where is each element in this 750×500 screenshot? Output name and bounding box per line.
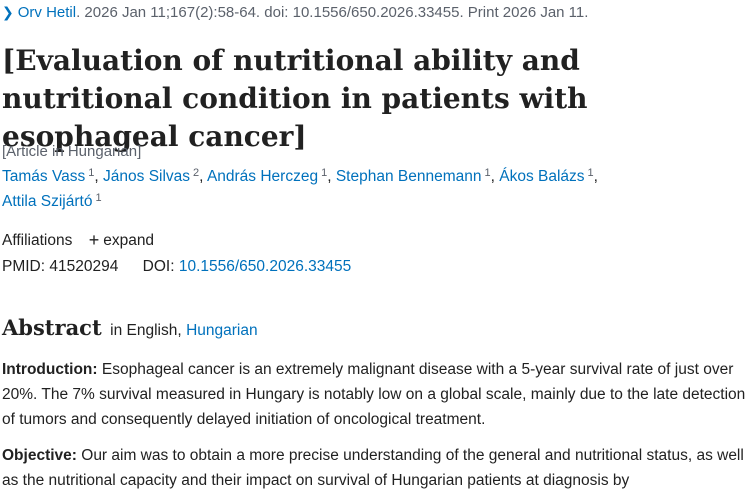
author-list: Tamás Vass 1, János Silvas 2, András Hercz…	[2, 167, 598, 211]
citation-details: . 2026 Jan 11;167(2):58-64. doi: 10.1556…	[76, 4, 589, 21]
author-link[interactable]: Ákos Balázs	[499, 168, 585, 185]
abstract-language-prefix: in English,	[110, 322, 182, 339]
affiliation-ref[interactable]: 2	[193, 167, 200, 179]
pmid-value: 41520294	[49, 258, 119, 275]
plus-icon: +	[88, 230, 100, 250]
abstract-objective: Objective: Our aim was to obtain a more …	[2, 443, 746, 493]
language-note: [Article in Hungarian]	[2, 143, 142, 160]
objective-label: Objective:	[2, 447, 77, 464]
abstract-introduction: Introduction: Esophageal cancer is an ex…	[2, 357, 746, 432]
expand-label: expand	[103, 232, 155, 249]
affiliation-ref[interactable]: 1	[484, 167, 491, 179]
affiliation-ref[interactable]: 1	[88, 167, 95, 179]
journal-link[interactable]: Orv Hetil	[17, 4, 77, 21]
objective-text: Our aim was to obtain a more precise und…	[2, 447, 744, 489]
author-link[interactable]: Attila Szijártó	[2, 193, 93, 210]
author-link[interactable]: János Silvas	[103, 168, 191, 185]
doi-label: DOI:	[142, 258, 175, 275]
introduction-label: Introduction:	[2, 361, 98, 378]
author-link[interactable]: Stephan Bennemann	[335, 168, 482, 185]
abstract-heading-row: Abstract in English, Hungarian	[2, 315, 258, 340]
abstract-heading: Abstract	[2, 315, 102, 340]
doi-link[interactable]: 10.1556/650.2026.33455	[178, 258, 352, 275]
pmid-label: PMID:	[2, 258, 46, 275]
introduction-text: Esophageal cancer is an extremely malign…	[2, 361, 746, 428]
chevron-right-icon[interactable]: ❯	[2, 4, 14, 20]
affiliations-expand-button[interactable]: + expand	[88, 230, 155, 250]
identifiers-row: PMID: 41520294 DOI: 10.1556/650.2026.334…	[2, 258, 351, 276]
affiliation-ref[interactable]: 1	[321, 167, 328, 179]
affiliation-ref[interactable]: 1	[587, 167, 594, 179]
citation-line: ❯ Orv Hetil. 2026 Jan 11;167(2):58-64. do…	[2, 4, 588, 21]
author-link[interactable]: Tamás Vass	[2, 168, 86, 185]
affiliations-row: Affiliations + expand	[2, 229, 154, 250]
affiliations-label: Affiliations	[2, 232, 73, 249]
abstract-hungarian-link[interactable]: Hungarian	[186, 322, 258, 339]
affiliation-ref[interactable]: 1	[95, 192, 102, 204]
author-link[interactable]: András Herczeg	[206, 168, 319, 185]
article-title: [Evaluation of nutritional ability and n…	[2, 44, 588, 153]
